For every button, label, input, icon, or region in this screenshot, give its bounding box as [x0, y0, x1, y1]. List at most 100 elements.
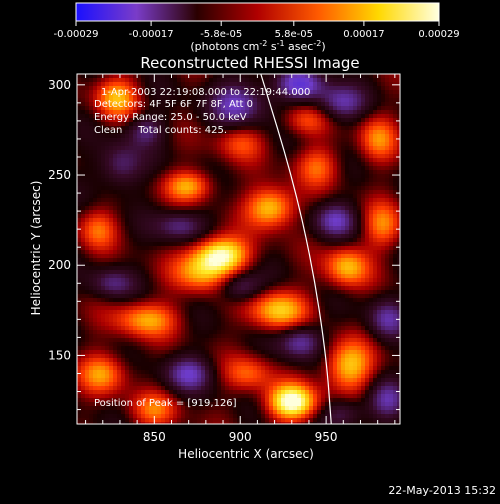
heatmap-cell [237, 182, 241, 186]
heatmap-cell [209, 266, 213, 270]
colorbar-tick-label: 0.00029 [418, 29, 459, 40]
heatmap-cell [337, 126, 341, 130]
heatmap-cell [133, 286, 137, 290]
heatmap-cell [305, 146, 309, 150]
heatmap-cell [241, 254, 245, 258]
heatmap-cell [373, 182, 377, 186]
heatmap-cell [289, 114, 293, 118]
heatmap-cell [261, 230, 265, 234]
heatmap-cell [157, 266, 161, 270]
heatmap-cell [233, 266, 237, 270]
heatmap-cell [149, 202, 153, 206]
heatmap-cell [221, 286, 225, 290]
heatmap-cell [309, 206, 313, 210]
heatmap-cell [133, 262, 137, 266]
heatmap-cell [253, 226, 257, 230]
heatmap-cell [333, 254, 337, 258]
heatmap-cell [361, 230, 365, 234]
heatmap-cell [305, 158, 309, 162]
heatmap-cell [329, 190, 333, 194]
heatmap-cell [297, 178, 301, 182]
heatmap-cell [317, 238, 321, 242]
heatmap-cell [109, 226, 113, 230]
heatmap-cell [313, 298, 317, 302]
heatmap-cell [125, 286, 129, 290]
heatmap-cell [89, 318, 93, 322]
heatmap-cell [385, 314, 389, 318]
heatmap-cell [253, 302, 257, 306]
heatmap-cell [141, 206, 145, 210]
heatmap-cell [333, 202, 337, 206]
heatmap-cell [85, 242, 89, 246]
heatmap-cell [381, 286, 385, 290]
heatmap-cell [357, 138, 361, 142]
heatmap-cell [293, 134, 297, 138]
heatmap-cell [369, 98, 373, 102]
heatmap-cell [145, 238, 149, 242]
heatmap-cell [145, 162, 149, 166]
heatmap-cell [161, 314, 165, 318]
heatmap-cell [361, 98, 365, 102]
heatmap-cell [173, 206, 177, 210]
heatmap-cell [129, 262, 133, 266]
heatmap-cell [77, 210, 81, 214]
heatmap-cell [121, 138, 125, 142]
heatmap-cell [125, 274, 129, 278]
heatmap-cell [201, 270, 205, 274]
heatmap-cell [85, 174, 89, 178]
heatmap-cell [189, 210, 193, 214]
heatmap-cell [389, 130, 393, 134]
heatmap-cell [137, 186, 141, 190]
heatmap-cell [377, 302, 381, 306]
heatmap-cell [89, 74, 93, 78]
heatmap-cell [261, 302, 265, 306]
heatmap-cell [341, 102, 345, 106]
heatmap-cell [177, 254, 181, 258]
heatmap-cell [301, 278, 305, 282]
heatmap-cell [89, 130, 93, 134]
heatmap-cell [281, 222, 285, 226]
heatmap-cell [85, 282, 89, 286]
heatmap-cell [121, 234, 125, 238]
heatmap-cell [365, 294, 369, 298]
heatmap-cell [197, 190, 201, 194]
heatmap-cell [321, 282, 325, 286]
heatmap-cell [113, 318, 117, 322]
heatmap-cell [125, 154, 129, 158]
heatmap-cell [81, 170, 85, 174]
heatmap-cell [133, 234, 137, 238]
heatmap-cell [353, 74, 357, 78]
heatmap-cell [333, 182, 337, 186]
heatmap-cell [225, 158, 229, 162]
heatmap-cell [313, 218, 317, 222]
heatmap-cell [361, 178, 365, 182]
heatmap-cell [117, 198, 121, 202]
heatmap-cell [285, 250, 289, 254]
heatmap-cell [373, 166, 377, 170]
heatmap-cell [325, 186, 329, 190]
heatmap-cell [177, 302, 181, 306]
heatmap-cell [197, 206, 201, 210]
heatmap-cell [253, 190, 257, 194]
heatmap-cell [325, 98, 329, 102]
heatmap-cell [313, 122, 317, 126]
heatmap-cell [85, 194, 89, 198]
heatmap-cell [233, 182, 237, 186]
heatmap-cell [341, 130, 345, 134]
heatmap-cell [297, 158, 301, 162]
heatmap-cell [253, 114, 257, 118]
heatmap-cell [165, 194, 169, 198]
heatmap-cell [149, 314, 153, 318]
heatmap-cell [281, 194, 285, 198]
heatmap-cell [89, 102, 93, 106]
heatmap-cell [325, 226, 329, 230]
heatmap-cell [301, 206, 305, 210]
heatmap-cell [325, 298, 329, 302]
heatmap-cell [377, 86, 381, 90]
heatmap-cell [193, 138, 197, 142]
heatmap-cell [321, 286, 325, 290]
heatmap-cell [213, 274, 217, 278]
heatmap-cell [277, 178, 281, 182]
heatmap-cell [329, 178, 333, 182]
heatmap-cell [265, 218, 269, 222]
